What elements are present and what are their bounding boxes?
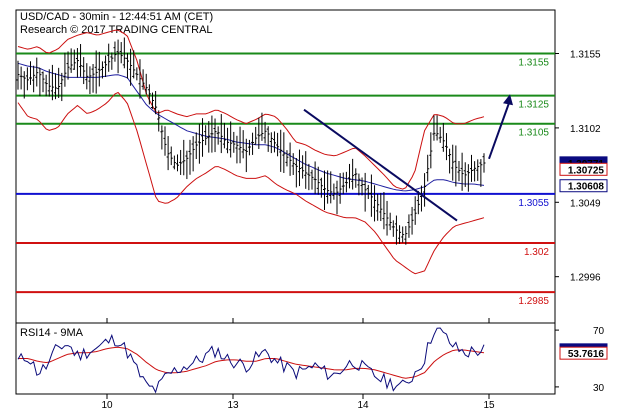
rsi-value-box-1 xyxy=(559,346,608,360)
bollinger-bands xyxy=(17,29,485,275)
price-axis: 1.3155 1.3102 1.3049 1.2996 xyxy=(555,50,601,284)
rsi-title: RSI14 - 9MA xyxy=(20,327,84,339)
time-tick-14: 14 xyxy=(357,400,369,411)
level-label-1.302: 1.302 xyxy=(524,247,549,258)
price-label-box-2 xyxy=(559,179,608,193)
level-label-1.3125: 1.3125 xyxy=(518,100,549,111)
price-label-box-1 xyxy=(559,162,608,176)
level-label-1.2985: 1.2985 xyxy=(518,296,549,307)
rsi-lines xyxy=(17,327,485,394)
price-label-2: 1.30608 xyxy=(568,182,605,193)
rsi-axis: 703056.098353.7616 xyxy=(555,326,608,394)
support-resistance-levels: 1.3155 1.3125 1.3105 1.3055 1.302 1.2985 xyxy=(16,52,555,307)
level-label-1.3055: 1.3055 xyxy=(518,198,549,209)
bollinger-lower-line xyxy=(17,91,485,275)
price-tick-1.3102: 1.3102 xyxy=(570,124,601,135)
price-tick-1.3155: 1.3155 xyxy=(570,50,601,61)
time-tick-15: 15 xyxy=(483,400,495,411)
time-tick-13: 13 xyxy=(227,400,239,411)
price-candles xyxy=(16,37,486,245)
price-label-1: 1.30725 xyxy=(568,165,605,176)
price-tick-1.3049: 1.3049 xyxy=(570,198,601,209)
rsi-value-1: 53.7616 xyxy=(568,349,605,360)
time-tick-10: 10 xyxy=(101,400,113,411)
rsi-tick-30: 30 xyxy=(593,383,605,394)
rsi-ma-line xyxy=(18,346,485,379)
moving-average-line xyxy=(17,62,485,192)
projection-arrow-shaft xyxy=(488,99,511,160)
rsi-line xyxy=(17,327,485,394)
trend-line xyxy=(303,108,458,222)
rsi-panel xyxy=(15,322,556,395)
time-axis: 10 13 14 15 xyxy=(101,318,495,411)
price-tick-1.2996: 1.2996 xyxy=(570,273,601,284)
rsi-tick-70: 70 xyxy=(593,326,605,337)
level-label-1.3105: 1.3105 xyxy=(518,128,549,139)
chart-title: USD/CAD - 30min - 12:44:51 AM (CET) xyxy=(20,11,213,23)
bollinger-upper-line xyxy=(17,29,485,190)
projection-arrow-head xyxy=(503,94,513,106)
level-label-1.3155: 1.3155 xyxy=(518,58,549,69)
trend-overlays xyxy=(303,94,513,222)
